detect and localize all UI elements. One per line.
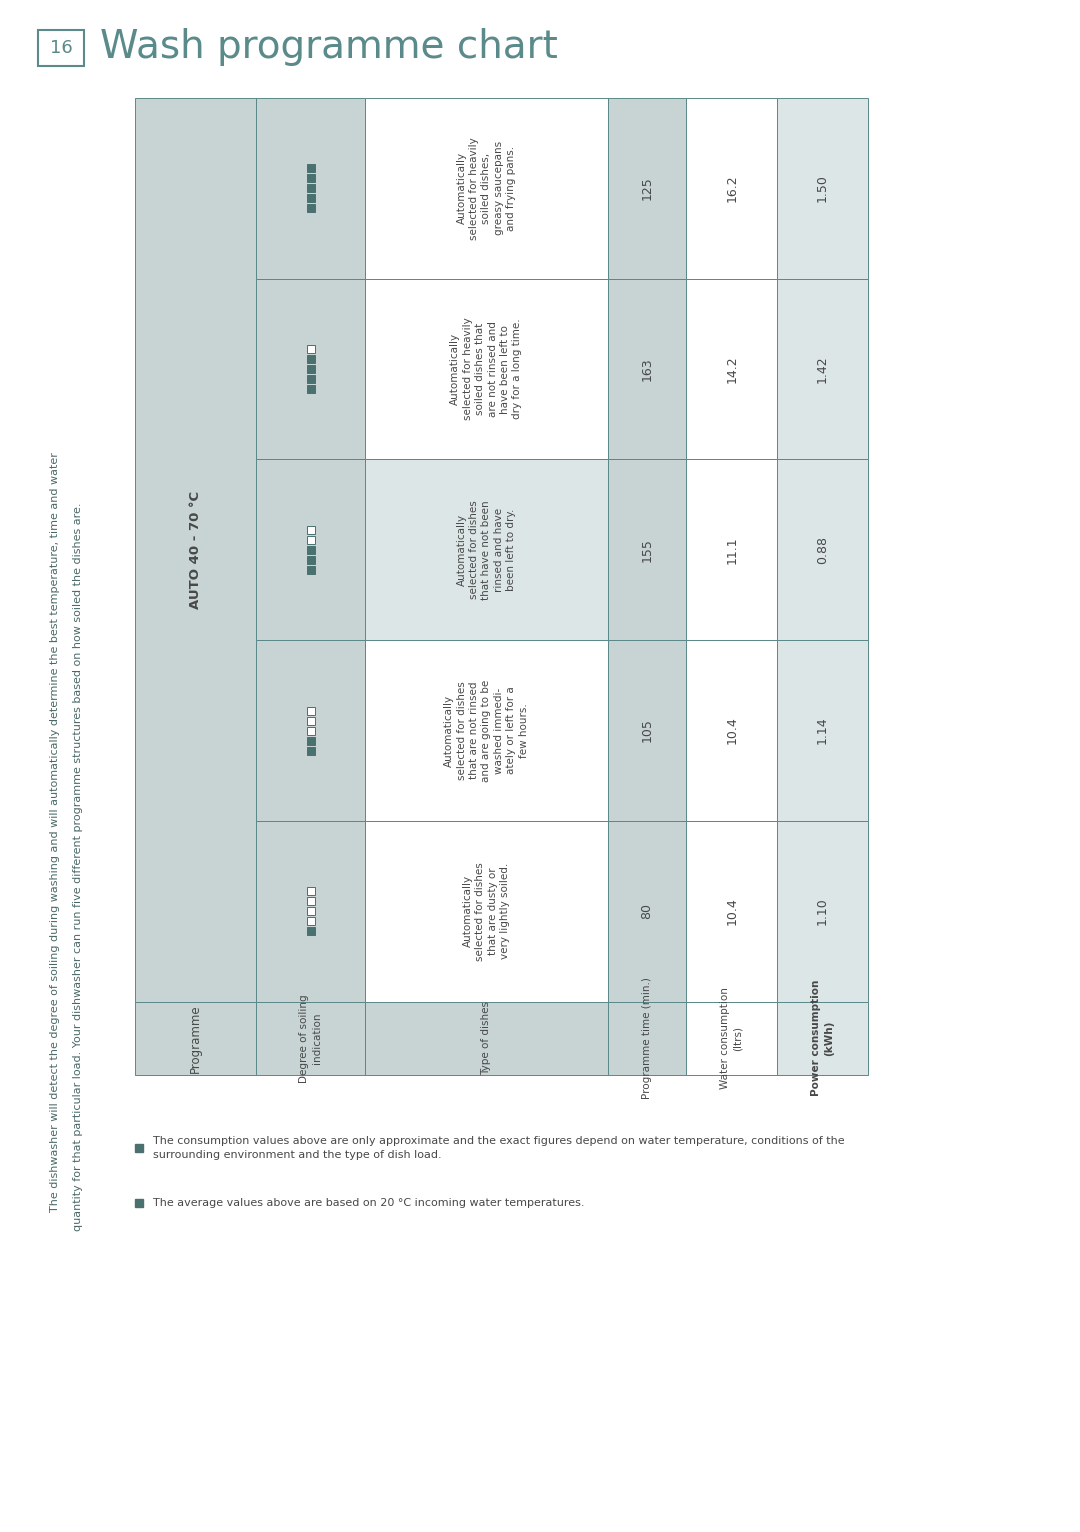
Text: The average values above are based on 20 °C incoming water temperatures.: The average values above are based on 20… (153, 1198, 584, 1209)
Text: 1.42: 1.42 (816, 355, 829, 383)
Bar (778, 1002, 868, 1075)
Bar (608, 460, 686, 640)
Text: Water consumption
(ltrs): Water consumption (ltrs) (720, 987, 743, 1089)
Text: The consumption values above are only approximate and the exact figures depend o: The consumption values above are only ap… (153, 1137, 845, 1160)
Bar (307, 184, 314, 193)
Bar (256, 640, 365, 821)
Bar (686, 98, 778, 279)
Text: 16: 16 (50, 38, 72, 57)
Bar (307, 345, 314, 352)
Bar (778, 640, 868, 821)
Text: Automatically
selected for dishes
that are dusty or
very lightly soiled.: Automatically selected for dishes that a… (462, 863, 510, 961)
Bar (135, 1144, 143, 1152)
Bar (307, 545, 314, 553)
Bar (256, 98, 365, 279)
Text: Automatically
selected for heavily
soiled dishes,
greasy saucepans
and frying pa: Automatically selected for heavily soile… (457, 136, 516, 239)
Text: Programme time (min.): Programme time (min.) (642, 977, 652, 1100)
Text: quantity for that particular load. Your dishwasher can run five different progra: quantity for that particular load. Your … (73, 502, 83, 1232)
Bar (608, 640, 686, 821)
Bar (135, 1200, 143, 1207)
Text: 163: 163 (640, 357, 653, 381)
Text: 0.88: 0.88 (816, 536, 829, 564)
Bar (608, 821, 686, 1002)
Bar (686, 1002, 778, 1075)
Bar (778, 279, 868, 460)
Bar (307, 898, 314, 905)
Text: Automatically
selected for dishes
that are not rinsed
and are going to be
washed: Automatically selected for dishes that a… (444, 679, 528, 781)
Bar (307, 918, 314, 925)
Text: 1.14: 1.14 (816, 717, 829, 745)
Bar (307, 565, 314, 574)
Bar (365, 821, 608, 1002)
Text: Type of dishes: Type of dishes (482, 1002, 491, 1075)
Bar (686, 640, 778, 821)
Bar (307, 706, 314, 714)
Bar (365, 460, 608, 640)
Text: AUTO 40 - 70 °C: AUTO 40 - 70 °C (189, 490, 202, 608)
Bar (778, 460, 868, 640)
Bar (686, 821, 778, 1002)
Bar (135, 98, 256, 1002)
Bar (307, 536, 314, 544)
Text: 14.2: 14.2 (725, 355, 739, 383)
Bar (135, 98, 868, 1075)
Bar (307, 746, 314, 754)
Bar (307, 355, 314, 363)
Bar (307, 927, 314, 935)
Bar (365, 279, 608, 460)
Bar (256, 460, 365, 640)
Text: 105: 105 (640, 719, 653, 743)
Bar (307, 195, 314, 202)
Bar (307, 375, 314, 383)
Bar (307, 365, 314, 374)
Bar (608, 1002, 686, 1075)
Bar (778, 821, 868, 1002)
Text: 10.4: 10.4 (725, 717, 739, 745)
Text: 1.50: 1.50 (816, 175, 829, 202)
Bar (307, 907, 314, 915)
Bar (307, 204, 314, 213)
Bar (135, 1002, 256, 1075)
Text: Power consumption
(kWh): Power consumption (kWh) (811, 980, 834, 1097)
Text: Programme: Programme (189, 1003, 202, 1072)
Bar (778, 98, 868, 279)
Bar (365, 640, 608, 821)
Bar (608, 279, 686, 460)
Bar (307, 726, 314, 734)
Bar (256, 821, 365, 1002)
Text: 10.4: 10.4 (725, 898, 739, 925)
Bar (608, 98, 686, 279)
Bar (256, 1002, 365, 1075)
Text: 155: 155 (640, 538, 653, 562)
Bar (686, 279, 778, 460)
Text: 80: 80 (640, 904, 653, 919)
Bar (256, 279, 365, 460)
Bar (38, 31, 84, 66)
Bar (307, 556, 314, 564)
Bar (365, 1002, 608, 1075)
Bar (307, 737, 314, 745)
Text: 125: 125 (640, 176, 653, 201)
Text: 11.1: 11.1 (725, 536, 739, 564)
Bar (307, 887, 314, 895)
Text: 1.10: 1.10 (816, 898, 829, 925)
Bar (365, 98, 608, 279)
Bar (307, 385, 314, 394)
Bar (307, 525, 314, 533)
Bar (307, 164, 314, 173)
Text: Automatically
selected for dishes
that have not been
rinsed and have
been left t: Automatically selected for dishes that h… (457, 499, 516, 599)
Text: The dishwasher will detect the degree of soiling during washing and will automat: The dishwasher will detect the degree of… (50, 452, 60, 1212)
Bar (686, 460, 778, 640)
Text: Degree of soiling
indication: Degree of soiling indication (299, 994, 322, 1083)
Text: 16.2: 16.2 (725, 175, 739, 202)
Bar (307, 175, 314, 182)
Bar (307, 717, 314, 725)
Text: Automatically
selected for heavily
soiled dishes that
are not rinsed and
have be: Automatically selected for heavily soile… (450, 317, 523, 420)
Text: Wash programme chart: Wash programme chart (100, 28, 557, 66)
